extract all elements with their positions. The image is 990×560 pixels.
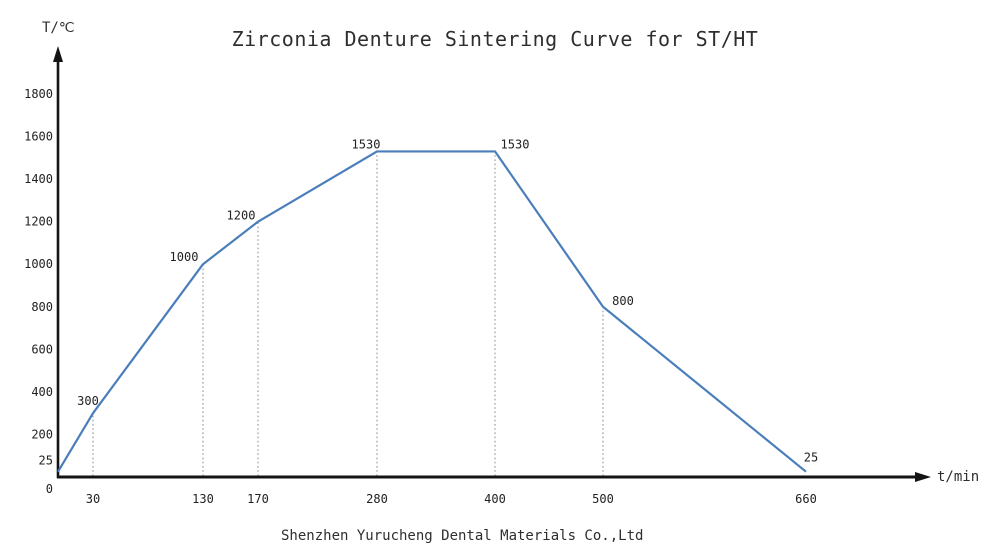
point-label-660: 25 xyxy=(804,451,818,465)
x-tick-label-400: 400 xyxy=(484,492,506,506)
point-label-280: 1530 xyxy=(352,137,381,151)
y-tick-label-1400: 1400 xyxy=(24,172,53,186)
point-label-400: 1530 xyxy=(501,137,530,151)
chart-title: Zirconia Denture Sintering Curve for ST/… xyxy=(231,27,759,51)
y-tick-label-200: 200 xyxy=(31,427,53,441)
y-tick-label-0: 0 xyxy=(46,482,53,496)
x-tick-label-500: 500 xyxy=(592,492,614,506)
sintering-curve-line xyxy=(57,150,807,473)
y-tick-label-800: 800 xyxy=(31,300,53,314)
x-axis-unit-label: t/min xyxy=(937,469,980,485)
x-tick-label-660: 660 xyxy=(795,492,817,506)
point-label-500: 800 xyxy=(612,294,634,308)
x-tick-label-170: 170 xyxy=(247,492,269,506)
y-tick-label-1200: 1200 xyxy=(24,215,53,229)
y-tick-label-1600: 1600 xyxy=(24,130,53,144)
point-label-130: 1000 xyxy=(170,250,199,264)
x-tick-label-280: 280 xyxy=(366,492,388,506)
x-tick-label-30: 30 xyxy=(86,492,100,506)
x-tick-label-130: 130 xyxy=(192,492,214,506)
point-label-30: 300 xyxy=(77,394,99,408)
y-tick-label-1000: 1000 xyxy=(24,257,53,271)
y-tick-label-600: 600 xyxy=(31,342,53,356)
y-tick-label-1800: 1800 xyxy=(24,87,53,101)
footer-company-name: Shenzhen Yurucheng Dental Materials Co.,… xyxy=(281,528,644,544)
point-label-170: 1200 xyxy=(227,209,256,223)
y-axis-arrowhead xyxy=(53,46,63,62)
y-tick-label-25: 25 xyxy=(39,454,53,468)
y-tick-label-400: 400 xyxy=(31,385,53,399)
y-axis-unit-label: T/℃ xyxy=(42,20,75,36)
x-axis-arrowhead xyxy=(915,472,931,482)
